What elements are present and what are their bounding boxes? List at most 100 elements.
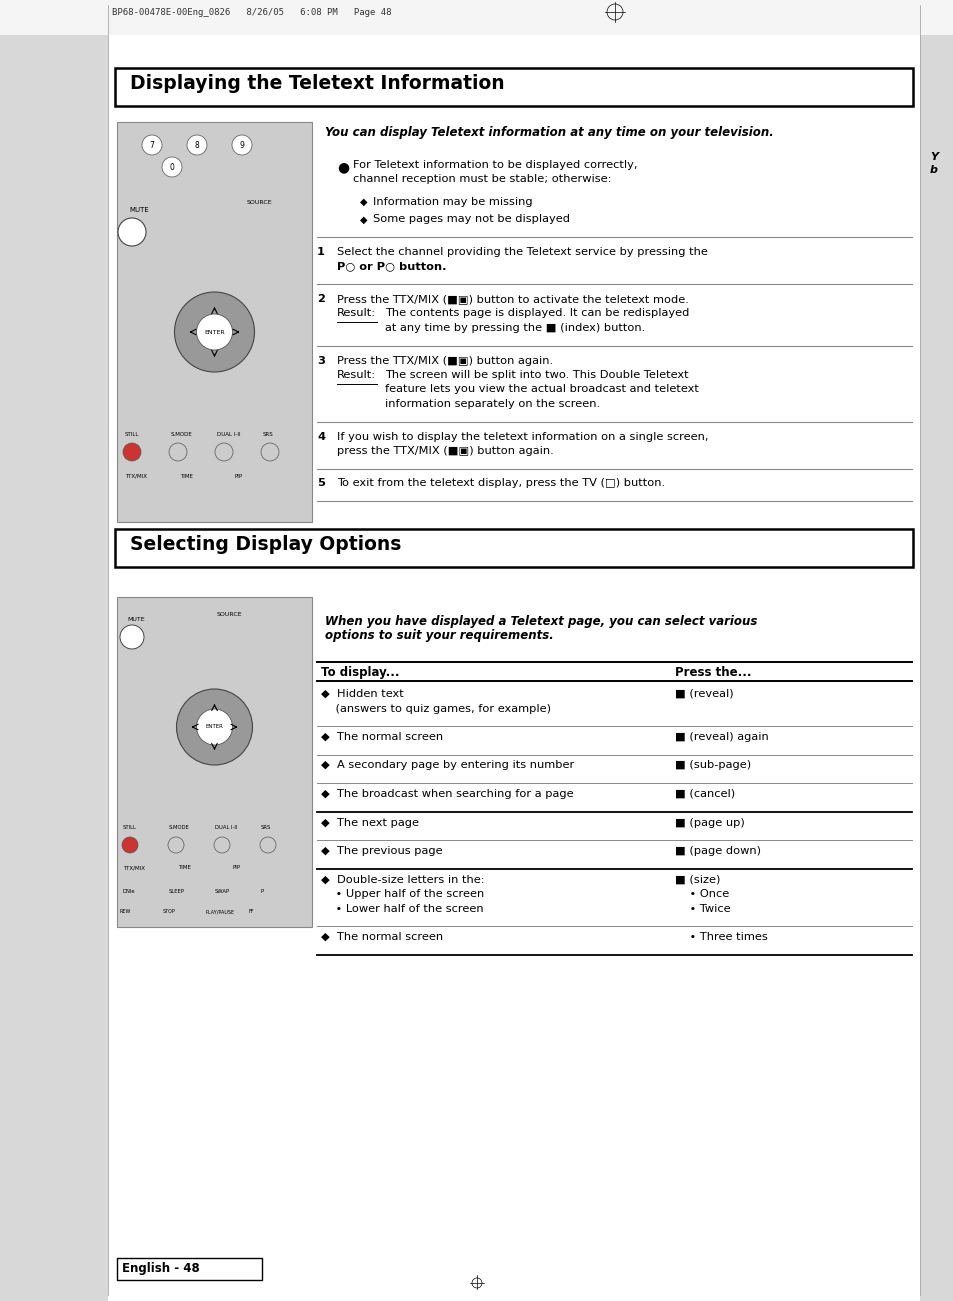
Text: PIP: PIP [234, 474, 243, 479]
Text: ENTER: ENTER [205, 725, 223, 730]
Text: at any time by pressing the ■ (index) button.: at any time by pressing the ■ (index) bu… [385, 323, 644, 333]
Text: English - 48: English - 48 [122, 1262, 199, 1275]
Text: ◆: ◆ [359, 196, 367, 207]
Text: DNIe: DNIe [123, 889, 135, 894]
Text: • Once: • Once [675, 889, 728, 899]
Text: Select the channel providing the Teletext service by pressing the: Select the channel providing the Teletex… [336, 247, 707, 258]
Text: TTX/MIX: TTX/MIX [125, 474, 147, 479]
Text: ■ (sub-page): ■ (sub-page) [675, 761, 750, 770]
Text: ENTER: ENTER [204, 329, 225, 334]
Bar [0, 0, 953, 35]
Text: You can display Teletext information at any time on your television.: You can display Teletext information at … [325, 126, 773, 139]
Circle shape [176, 690, 253, 765]
Text: If you wish to display the teletext information on a single screen,: If you wish to display the teletext info… [336, 432, 708, 441]
Circle shape [169, 444, 187, 461]
Text: For Teletext information to be displayed correctly,: For Teletext information to be displayed… [353, 160, 637, 170]
Text: ◆  Double-size letters in the:: ◆ Double-size letters in the: [320, 874, 484, 885]
Text: 8: 8 [194, 141, 199, 150]
Text: ■ (page down): ■ (page down) [675, 846, 760, 856]
Circle shape [261, 444, 278, 461]
Circle shape [214, 444, 233, 461]
Text: ◆  The normal screen: ◆ The normal screen [320, 932, 442, 942]
Circle shape [196, 314, 233, 350]
Text: channel reception must be stable; otherwise:: channel reception must be stable; otherw… [353, 174, 611, 185]
Text: • Three times: • Three times [675, 932, 767, 942]
Text: ■ (reveal) again: ■ (reveal) again [675, 732, 768, 742]
Text: To display...: To display... [320, 666, 399, 679]
Text: SOURCE: SOURCE [247, 200, 273, 206]
Text: SOURCE: SOURCE [216, 611, 242, 617]
Text: SRS: SRS [261, 825, 271, 830]
Text: STOP: STOP [163, 909, 175, 915]
Text: ◆  The next page: ◆ The next page [320, 817, 418, 827]
Text: b: b [929, 165, 937, 176]
Text: Selecting Display Options: Selecting Display Options [130, 535, 401, 554]
Text: Information may be missing: Information may be missing [373, 196, 532, 207]
Text: SRS: SRS [263, 432, 274, 437]
Text: 5: 5 [316, 479, 325, 488]
Text: • Lower half of the screen: • Lower half of the screen [320, 903, 483, 913]
Text: ■ (page up): ■ (page up) [675, 817, 744, 827]
Text: • Upper half of the screen: • Upper half of the screen [320, 889, 484, 899]
Circle shape [232, 135, 252, 155]
Text: ◆  Hidden text: ◆ Hidden text [320, 690, 403, 699]
Circle shape [168, 837, 184, 853]
Text: ◆: ◆ [359, 215, 367, 225]
Text: To exit from the teletext display, press the TV (□) button.: To exit from the teletext display, press… [336, 479, 664, 488]
Text: S.MODE: S.MODE [169, 825, 190, 830]
Text: Press the...: Press the... [675, 666, 751, 679]
Text: press the TTX/MIX (■▣) button again.: press the TTX/MIX (■▣) button again. [336, 446, 553, 455]
Text: REW: REW [120, 909, 132, 915]
Text: ●: ● [336, 160, 349, 174]
Text: ◆  The normal screen: ◆ The normal screen [320, 732, 442, 742]
Text: ◆  The previous page: ◆ The previous page [320, 846, 442, 856]
Text: ■ (cancel): ■ (cancel) [675, 788, 735, 799]
Circle shape [142, 135, 162, 155]
Text: DUAL I-II: DUAL I-II [214, 825, 237, 830]
Text: P○ or P○ button.: P○ or P○ button. [336, 262, 446, 272]
Text: Y: Y [929, 152, 937, 163]
Text: Displaying the Teletext Information: Displaying the Teletext Information [130, 74, 504, 92]
Bar [117, 597, 312, 928]
Circle shape [122, 837, 138, 853]
Text: ◆  A secondary page by entering its number: ◆ A secondary page by entering its numbe… [320, 761, 574, 770]
Circle shape [174, 291, 254, 372]
Text: Some pages may not be displayed: Some pages may not be displayed [373, 215, 569, 225]
Text: Press the TTX/MIX (■▣) button to activate the teletext mode.: Press the TTX/MIX (■▣) button to activat… [336, 294, 688, 304]
Text: feature lets you view the actual broadcast and teletext: feature lets you view the actual broadca… [385, 385, 699, 394]
Bar [117, 122, 312, 522]
Circle shape [120, 624, 144, 649]
Text: FF: FF [249, 909, 254, 915]
Text: ■ (size): ■ (size) [675, 874, 720, 885]
Circle shape [123, 444, 141, 461]
Text: • Twice: • Twice [675, 903, 730, 913]
Circle shape [162, 157, 182, 177]
Text: P: P [261, 889, 264, 894]
Text: ◆  The broadcast when searching for a page: ◆ The broadcast when searching for a pag… [320, 788, 573, 799]
Circle shape [213, 837, 230, 853]
Text: Result:: Result: [336, 308, 375, 319]
Text: 4: 4 [316, 432, 325, 441]
Text: SWAP: SWAP [214, 889, 230, 894]
Text: (answers to quiz games, for example): (answers to quiz games, for example) [320, 704, 551, 713]
Text: PIP: PIP [233, 865, 241, 870]
Text: STILL: STILL [125, 432, 139, 437]
Bar [919, 0, 953, 1301]
Circle shape [187, 135, 207, 155]
Text: 0: 0 [170, 163, 174, 172]
Text: PLAY/PAUSE: PLAY/PAUSE [206, 909, 234, 915]
Circle shape [118, 219, 146, 246]
Text: MUTE: MUTE [129, 207, 149, 213]
Text: S.MODE: S.MODE [171, 432, 193, 437]
Text: 7: 7 [150, 141, 154, 150]
Circle shape [260, 837, 275, 853]
Text: TIME: TIME [180, 474, 193, 479]
Bar [117, 1258, 262, 1280]
Text: DUAL I-II: DUAL I-II [216, 432, 240, 437]
Text: BP68-00478E-00Eng_0826   8/26/05   6:08 PM   Page 48: BP68-00478E-00Eng_0826 8/26/05 6:08 PM P… [112, 8, 391, 17]
Text: SLEEP: SLEEP [169, 889, 185, 894]
Text: Press the TTX/MIX (■▣) button again.: Press the TTX/MIX (■▣) button again. [336, 355, 553, 366]
Text: When you have displayed a Teletext page, you can select various: When you have displayed a Teletext page,… [325, 615, 757, 628]
Text: information separately on the screen.: information separately on the screen. [385, 399, 599, 409]
Text: 2: 2 [316, 294, 325, 304]
